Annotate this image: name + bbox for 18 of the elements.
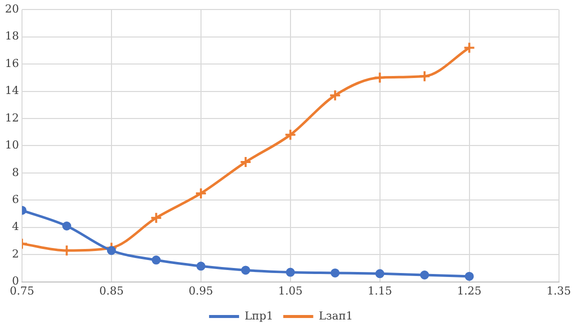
y-tick-label: 16 [4,56,19,70]
legend-label: Lпр1 [244,309,274,322]
x-tick-label: 0.95 [188,284,214,298]
y-tick-label: 8 [12,166,19,179]
y-tick-label: 12 [4,111,19,124]
x-tick-label: 1.25 [457,284,482,298]
y-tick-label: 2 [12,247,19,260]
y-tick-label: 18 [4,30,19,43]
x-tick-label: 1.35 [546,284,572,298]
x-tick-label: 0.85 [99,284,124,298]
x-tick-label: 1.05 [278,284,303,298]
y-tick-label: 10 [4,138,19,152]
y-tick-label: 20 [4,2,19,16]
x-tick-label: 1.15 [368,284,392,298]
y-tick-label: 6 [12,193,19,206]
legend-label: Lзап1 [318,309,353,322]
y-tick-label: 14 [4,84,19,98]
y-tick-label: 4 [12,220,19,234]
